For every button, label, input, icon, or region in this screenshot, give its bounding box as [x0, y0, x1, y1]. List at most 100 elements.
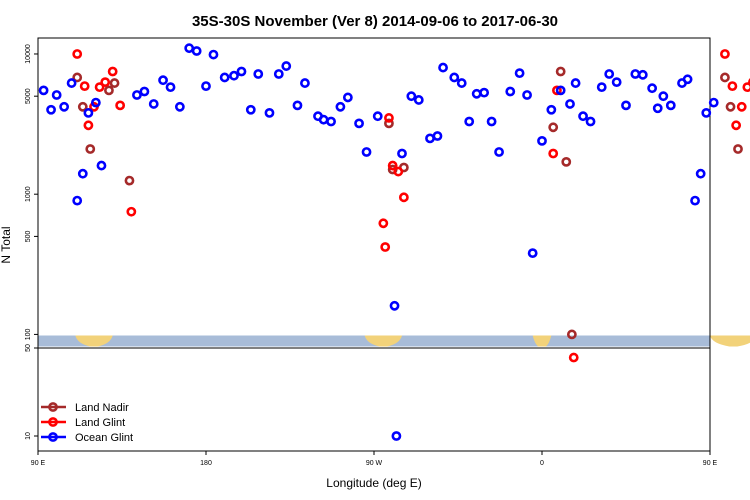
land-nadir-point [384, 118, 394, 129]
ocean-glint-point [264, 107, 275, 118]
ocean-glint-point [578, 111, 588, 122]
ocean-glint-point [397, 148, 407, 159]
ocean-glint-point [701, 107, 712, 118]
ocean-glint-point [611, 77, 622, 88]
land-nadir-point [548, 122, 559, 133]
ocean-glint-point [372, 111, 383, 122]
ocean-glint-point [236, 66, 247, 77]
ocean-glint-point [72, 195, 83, 206]
land-nadir-point [109, 78, 120, 88]
ocean-glint-point [637, 69, 648, 80]
ocean-glint-point [546, 104, 557, 115]
ocean-glint-point [46, 104, 56, 115]
ocean-glint-point [253, 69, 264, 79]
ocean-glint-point [292, 100, 303, 111]
legend-marker [48, 432, 58, 442]
ocean-glint-point [318, 114, 329, 125]
ocean-glint-point [449, 72, 460, 83]
ocean-glint-point [647, 83, 658, 94]
land-glint-point [742, 82, 750, 93]
land-glint-point [83, 120, 94, 131]
y-tick-label: 500 [25, 230, 32, 242]
ocean-glint-point [361, 147, 372, 157]
ocean-glint-point [604, 69, 615, 79]
land-glint-point [393, 166, 404, 177]
ocean-glint-point [201, 81, 211, 92]
ocean-glint-point [51, 90, 62, 100]
upper-panel-frame [37, 37, 711, 349]
land-nadir-point [85, 144, 96, 154]
ocean-glint-point [391, 431, 402, 441]
ocean-glint-point [630, 69, 641, 79]
land-glint-point [548, 148, 559, 159]
ocean-glint-point [479, 87, 490, 98]
land-glint-point [727, 81, 738, 92]
ocean-glint-point [432, 131, 443, 141]
land-glint-point [387, 160, 398, 171]
land-segment [710, 335, 750, 347]
land-glint-point [72, 49, 83, 59]
land-segment [364, 335, 402, 347]
ocean-glint-point [335, 101, 346, 112]
ocean-glint-point [494, 147, 504, 157]
ocean-glint-point [537, 135, 547, 146]
ocean-glint-point [555, 85, 566, 96]
y-tick-label: 5000 [25, 88, 32, 104]
data-points [38, 43, 750, 441]
x-axis-ticks: 90 E 180 90 W 0 90 E [31, 451, 718, 467]
legend-label: Ocean Glint [75, 432, 133, 444]
ocean-glint-point [139, 86, 150, 97]
x-tick-label: 90 E [703, 460, 718, 467]
lower-panel-frame [37, 347, 711, 452]
land-nadir-point [104, 85, 114, 96]
ocean-glint-point [665, 100, 676, 111]
ocean-glint-point [456, 78, 467, 88]
ocean-glint-point [300, 78, 310, 88]
chart-title: 35S-30S November (Ver 8) 2014-09-06 to 2… [192, 13, 558, 30]
land-glint-point [731, 120, 742, 131]
land-glint-point [398, 192, 409, 203]
ocean-glint-point [695, 168, 706, 179]
ocean-glint-point [132, 90, 142, 100]
ocean-glint-point [245, 104, 256, 115]
ocean-glint-point [413, 95, 424, 105]
land-glint-point [384, 113, 394, 123]
ocean-glint-point [658, 91, 669, 102]
x-tick-label: 90 E [31, 460, 46, 467]
ocean-glint-point [184, 43, 195, 54]
ocean-glint-point [389, 300, 400, 311]
ocean-glint-point [326, 116, 336, 127]
ocean-glint-point [585, 116, 596, 127]
ocean-glint-point [354, 118, 364, 129]
y-tick-label: 10 [25, 432, 32, 440]
land-glint-point [100, 77, 111, 88]
ocean-glint-point [59, 101, 70, 112]
land-nadir-point [720, 72, 730, 83]
ocean-glint-point [505, 86, 516, 97]
legend: Land Nadir Land Glint Ocean Glint [41, 402, 133, 444]
ocean-glint-point [425, 133, 435, 144]
y-tick-label: 100 [25, 328, 32, 340]
land-glint-point [748, 78, 750, 87]
land-nadir-point [725, 101, 736, 112]
ocean-glint-point [565, 99, 575, 109]
ocean-glint-point [90, 97, 101, 108]
ocean-glint-point [96, 160, 107, 171]
ocean-glint-point [596, 82, 607, 93]
x-tick-label: 180 [200, 460, 212, 467]
land-glint-point [720, 49, 730, 59]
y-tick-label: 1000 [25, 186, 32, 202]
ocean-glint-point [486, 116, 497, 127]
ocean-glint-point [208, 49, 219, 60]
land-strip [38, 335, 750, 347]
ocean-glint-point [708, 97, 719, 108]
legend-marker [48, 402, 58, 412]
ocean-glint-point [690, 195, 700, 206]
ocean-glint-point [83, 107, 94, 118]
ocean-glint-point [174, 101, 185, 112]
ocean-glint-point [522, 90, 532, 100]
x-tick-label: 90 W [366, 460, 383, 467]
y-tick-label: 10000 [25, 44, 32, 64]
y-tick-label: 50 [25, 344, 32, 352]
land-glint-point [380, 242, 391, 252]
